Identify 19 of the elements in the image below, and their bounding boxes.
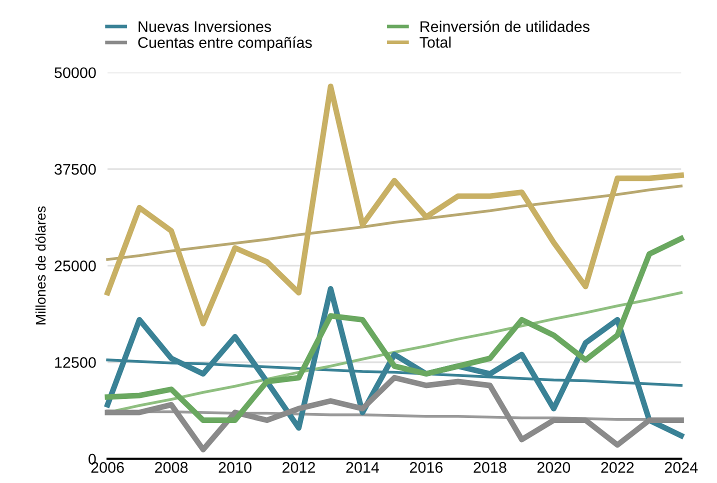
- x-tick-label: 2016: [410, 462, 443, 473]
- y-axis-title: Millones de dólares: [35, 206, 46, 324]
- x-tick-label: 2008: [155, 462, 188, 473]
- x-tick-label: 2012: [282, 462, 315, 473]
- y-tick-label: 50000: [54, 67, 96, 78]
- legend-label: Reinversión de utilidades: [420, 20, 590, 32]
- x-tick-label: 2014: [346, 462, 380, 473]
- x-tick-label: 2006: [91, 462, 124, 473]
- y-tick-label: 37500: [54, 164, 96, 175]
- y-tick-label: 25000: [54, 260, 96, 272]
- legend-label: Total: [420, 36, 451, 48]
- legend-label: Nuevas Inversiones: [138, 20, 272, 32]
- y-tick-label: 12500: [55, 357, 96, 368]
- x-tick-label: 2024: [664, 462, 698, 473]
- legend-label: Cuentas entre compañías: [138, 36, 312, 51]
- x-tick-label: 2010: [218, 462, 252, 473]
- x-tick-label: 2022: [601, 462, 634, 473]
- x-tick-label: 2020: [537, 462, 570, 473]
- x-tick-label: 2018: [474, 462, 506, 473]
